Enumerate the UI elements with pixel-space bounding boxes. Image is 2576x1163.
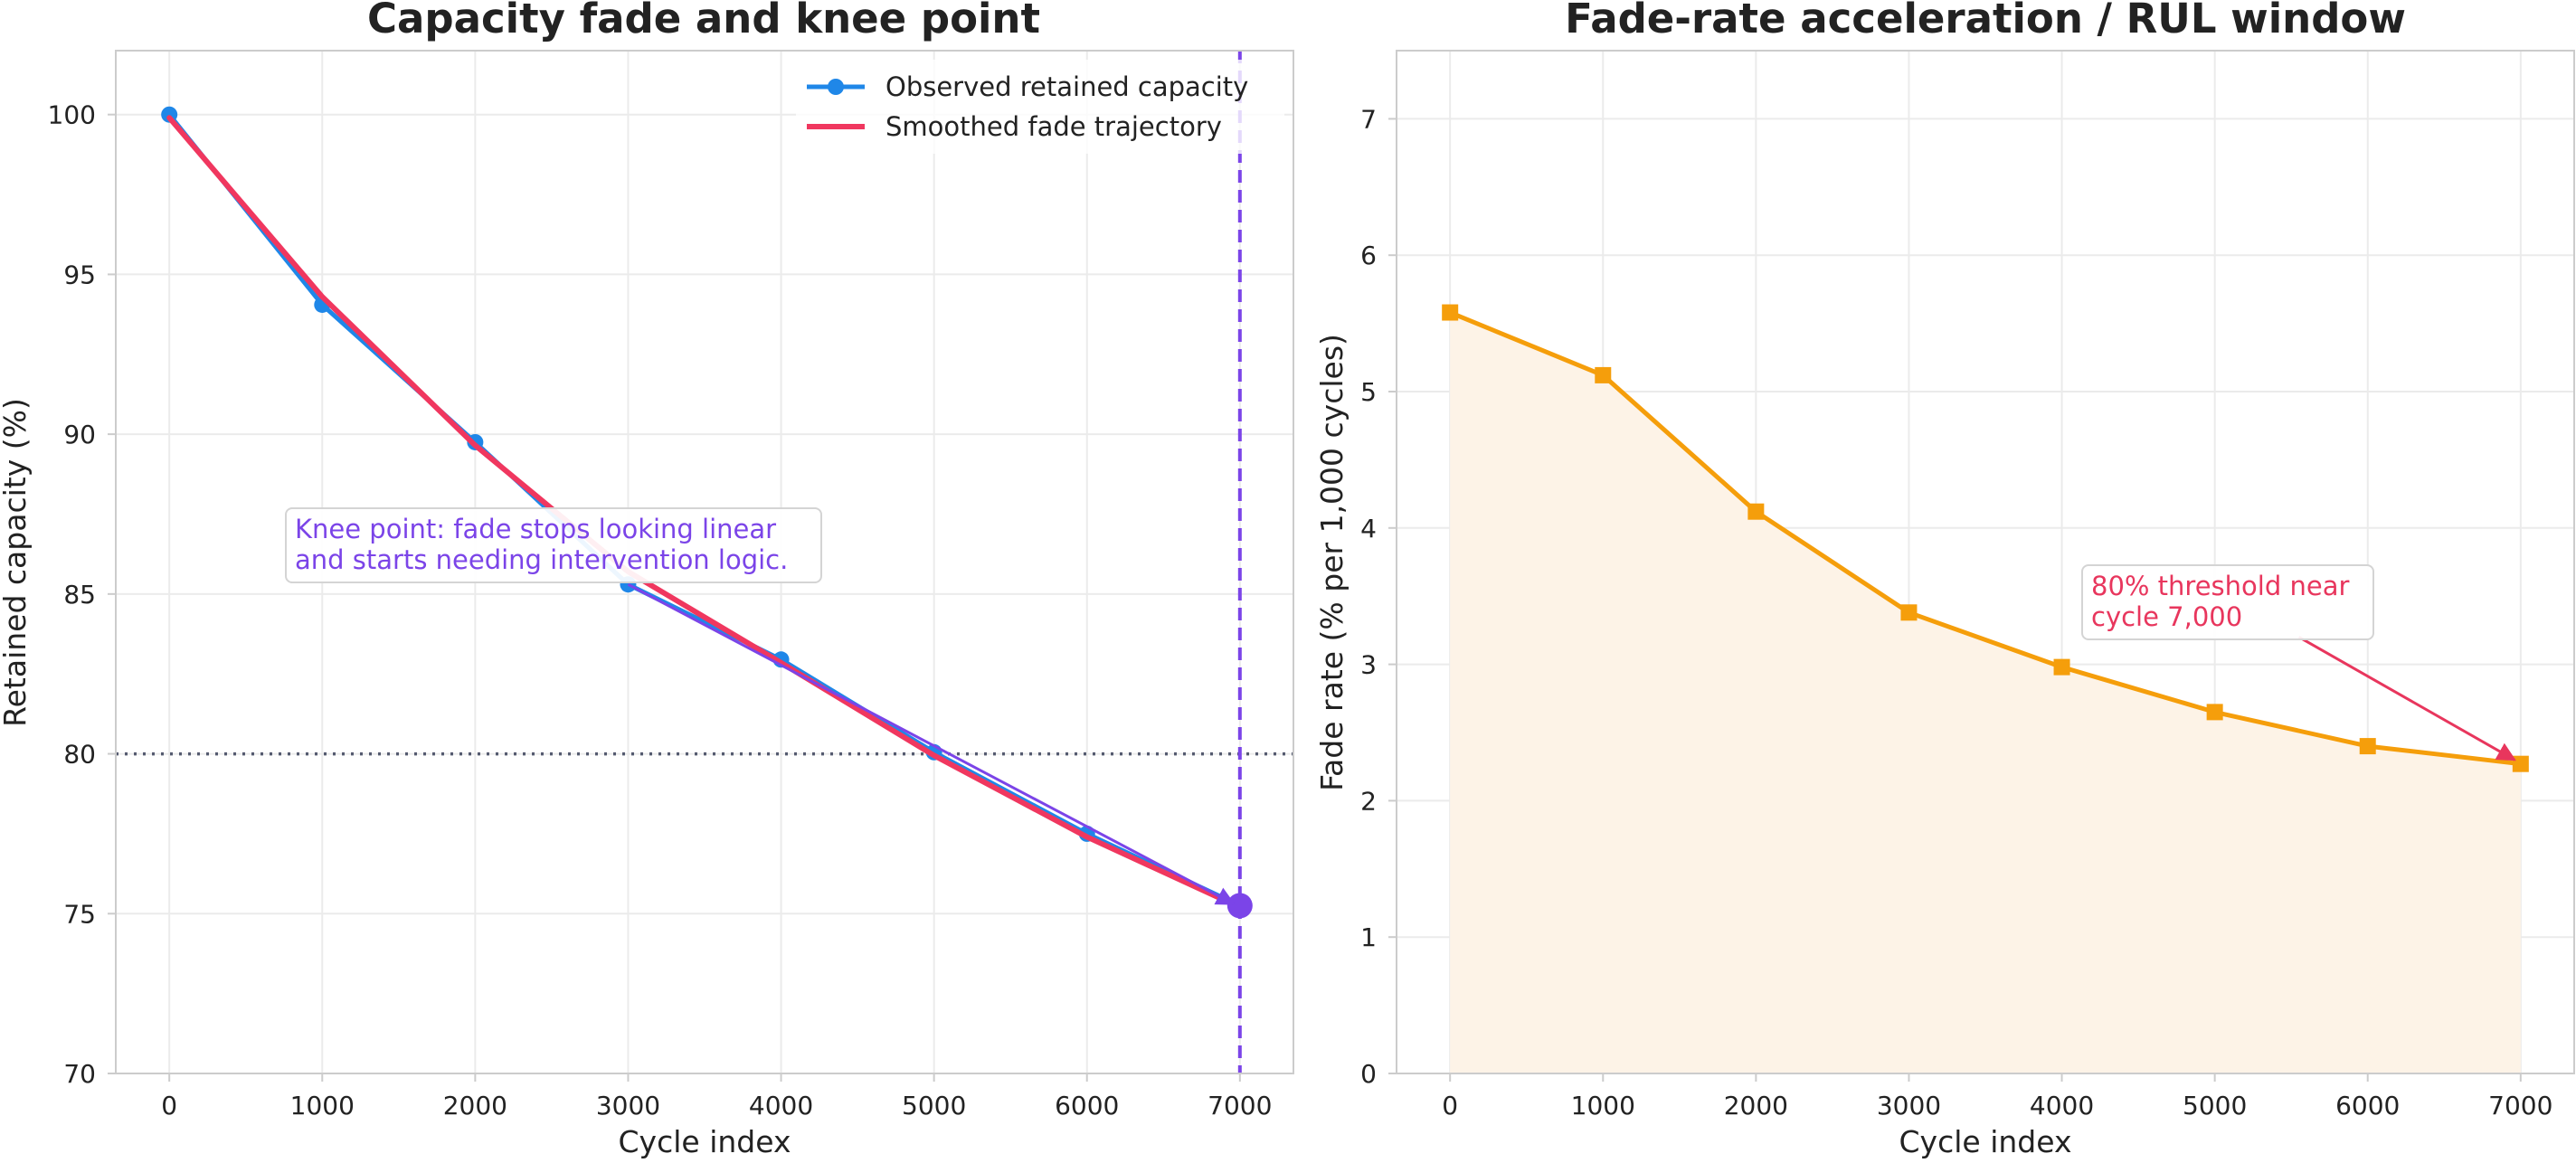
x-tick-labels: 0 1000 2000 3000 4000 5000 6000 7000 [161, 1073, 1272, 1120]
x-tick-label: 3000 [596, 1091, 660, 1120]
data-point [1900, 604, 1918, 621]
annotation-arrow [627, 582, 1236, 906]
y-axis-label: Fade rate (% per 1,000 cycles) [1314, 334, 1350, 791]
x-tick-label: 2000 [443, 1091, 507, 1120]
x-tick-label: 0 [161, 1091, 177, 1120]
x-axis-label: Cycle index [1899, 1124, 2072, 1159]
x-tick-label: 3000 [1877, 1091, 1941, 1120]
fade-rate-area [1450, 312, 2521, 1073]
x-tick-label: 4000 [2030, 1091, 2094, 1120]
y-tick-label: 3 [1360, 650, 1377, 680]
x-tick-label: 7000 [1208, 1091, 1272, 1120]
series-line [166, 115, 1243, 911]
annotation-line-2: and starts needing intervention logic. [295, 544, 788, 575]
data-point [2512, 755, 2529, 772]
legend-label-observed: Observed retained capacity [886, 71, 1248, 102]
plot-frame [115, 50, 1294, 1074]
y-tick-label: 7 [1360, 104, 1377, 134]
data-point [1747, 503, 1765, 520]
data-point [1595, 366, 1612, 383]
y-tick-label: 70 [63, 1059, 96, 1089]
legend-marker-observed [828, 79, 844, 95]
series-line [1447, 310, 2524, 767]
x-tick-label: 6000 [1055, 1091, 1119, 1120]
x-tick-label: 0 [1442, 1091, 1458, 1120]
x-tick-label: 6000 [2335, 1091, 2400, 1120]
chart-title: Fade-rate acceleration / RUL window [1565, 0, 2406, 43]
data-point [1442, 304, 1459, 321]
y-tick-label: 6 [1360, 241, 1377, 270]
y-tick-label: 85 [63, 580, 96, 610]
legend-frame [796, 60, 1284, 154]
legend: Observed retained capacity Smoothed fade… [796, 60, 1284, 154]
annotation-line-1: Knee point: fade stops looking linear [295, 514, 776, 544]
chart-title: Capacity fade and knee point [367, 0, 1040, 43]
y-tick-labels: 0 1 2 3 4 5 6 7 [1360, 104, 1397, 1089]
x-tick-label: 1000 [1571, 1091, 1635, 1120]
y-tick-labels: 70 75 80 85 90 95 100 [48, 100, 116, 1089]
data-point [2359, 738, 2376, 755]
annotation-box [285, 507, 822, 583]
plot-frame [1396, 50, 2575, 1074]
annotation: Knee point: fade stops looking linear an… [285, 507, 1236, 906]
series-line [166, 112, 1243, 908]
y-tick-label: 95 [63, 260, 96, 289]
x-tick-label: 5000 [2183, 1091, 2247, 1120]
y-tick-label: 75 [63, 899, 96, 929]
y-tick-label: 80 [63, 740, 96, 770]
legend-label-smoothed: Smoothed fade trajectory [886, 111, 1222, 142]
fade-rate-panel: Fade-rate acceleration / RUL window 0 100… [1314, 0, 2575, 1159]
data-point [2053, 658, 2070, 676]
y-axis-label: Retained capacity (%) [0, 398, 33, 727]
capacity-fade-panel: Capacity fade and knee point 0 1000 2000 30… [0, 0, 1294, 1159]
series-group [1442, 304, 2529, 772]
y-tick-label: 2 [1360, 786, 1377, 816]
data-point [2206, 704, 2223, 721]
annotation-arrow [2297, 636, 2516, 761]
y-tick-label: 0 [1360, 1059, 1377, 1089]
annotation: 80% threshold near cycle 7,000 [2081, 564, 2516, 761]
knee-point-marker [1226, 893, 1253, 919]
y-tick-label: 90 [63, 420, 96, 449]
x-tick-label: 2000 [1724, 1091, 1788, 1120]
y-tick-label: 5 [1360, 377, 1377, 407]
x-axis-label: Cycle index [619, 1124, 791, 1159]
x-tick-labels: 0 1000 2000 3000 4000 5000 6000 7000 [1442, 1073, 2552, 1120]
reference-lines [116, 51, 1293, 1073]
y-tick-label: 100 [48, 100, 96, 130]
x-tick-label: 1000 [290, 1091, 355, 1120]
x-tick-label: 4000 [749, 1091, 813, 1120]
annotation-box [2081, 564, 2374, 640]
annotation-line-2: cycle 7,000 [2091, 601, 2242, 632]
annotation-line-1: 80% threshold near [2091, 571, 2349, 601]
x-tick-label: 5000 [902, 1091, 966, 1120]
y-tick-label: 4 [1360, 514, 1377, 544]
area-fill [1450, 312, 2521, 1073]
x-tick-label: 7000 [2488, 1091, 2552, 1120]
y-tick-label: 1 [1360, 922, 1377, 952]
